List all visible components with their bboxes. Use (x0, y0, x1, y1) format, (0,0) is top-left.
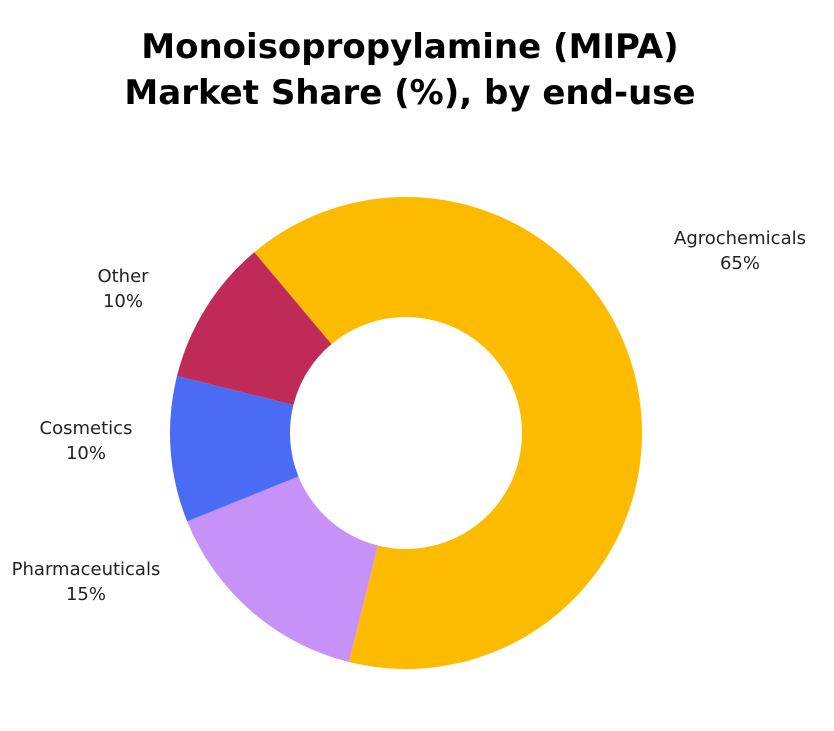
slice-cosmetics (169, 375, 299, 522)
slice-agrochemicals (254, 197, 642, 670)
slice-label-other: Other (97, 266, 149, 287)
chart-title: Monoisopropylamine (MIPA) Market Share (… (0, 24, 820, 116)
slice-label-pharmaceuticals: Pharmaceuticals (12, 559, 161, 580)
slice-value-cosmetics: 10% (66, 443, 106, 464)
slice-value-other: 10% (103, 291, 143, 312)
chart-title-line-2: Market Share (%), by end-use (124, 73, 696, 113)
chart-title-line-1: Monoisopropylamine (MIPA) (141, 27, 679, 67)
donut-slices (169, 197, 642, 670)
slice-value-agrochemicals: 65% (720, 253, 760, 274)
slice-label-cosmetics: Cosmetics (40, 418, 133, 439)
slice-pharmaceuticals (187, 476, 378, 662)
slice-label-agrochemicals: Agrochemicals (674, 228, 806, 249)
slice-other (177, 252, 332, 405)
slice-labels: Agrochemicals 65% Pharmaceuticals 15% Cosmet… (12, 228, 806, 605)
slice-value-pharmaceuticals: 15% (66, 584, 106, 605)
